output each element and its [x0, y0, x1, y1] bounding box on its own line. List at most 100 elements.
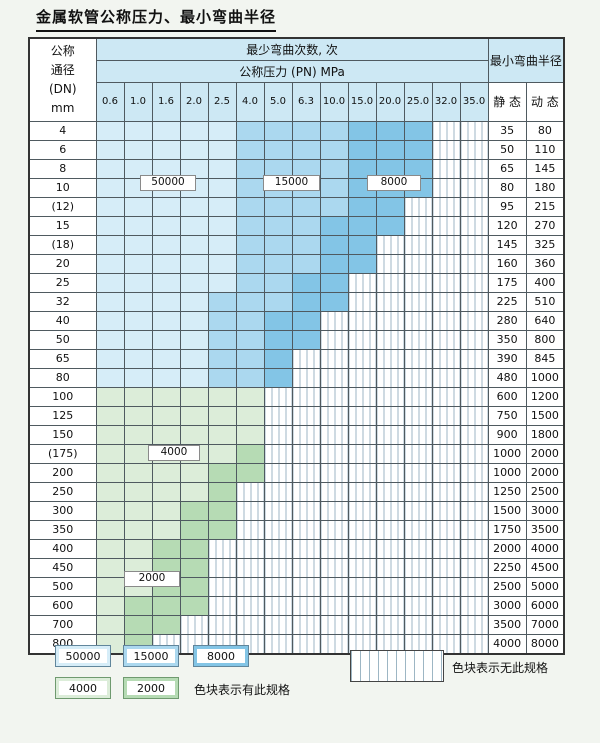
spec-cell	[95, 348, 125, 369]
dynamic-cell: 2500	[525, 481, 565, 502]
static-cell: 2500	[487, 576, 527, 597]
table-row: 32 225 510	[28, 291, 565, 312]
no-spec-cell	[347, 291, 377, 312]
dynamic-header: 动 态	[525, 81, 565, 122]
pressure-col-20.0: 20.0	[375, 81, 405, 122]
spec-cell	[95, 329, 125, 350]
spec-table-wrap: 公称 通径 (DN) mm 最少弯曲次数, 次 最小弯曲半径 公称压力 (PN)…	[28, 37, 566, 655]
cycles-label-8000: 8000	[367, 175, 421, 191]
spec-table-body: 4 35 80 6 50 110 8 65 145 10 80 180 (12) 95 215 15 120 27…	[28, 120, 565, 654]
dn-cell: 300	[28, 500, 97, 521]
legend-item-50000: 50000	[55, 645, 111, 667]
no-spec-cell	[347, 424, 377, 445]
cycles-label-15000: 15000	[263, 175, 320, 191]
dynamic-cell: 6000	[525, 595, 565, 616]
spec-cell	[95, 595, 125, 616]
pressure-col-1.6: 1.6	[151, 81, 181, 122]
spec-table-head: 公称 通径 (DN) mm 最少弯曲次数, 次 最小弯曲半径 公称压力 (PN)…	[28, 37, 565, 122]
table-row: 25 175 400	[28, 272, 565, 293]
dynamic-cell: 510	[525, 291, 565, 312]
spec-cell	[403, 158, 433, 179]
no-spec-cell	[347, 519, 377, 540]
no-spec-cell	[263, 576, 293, 597]
spec-cell	[151, 614, 181, 635]
spec-cell	[291, 310, 321, 331]
spec-cell	[95, 253, 125, 274]
no-spec-cell	[291, 595, 321, 616]
dynamic-cell: 1200	[525, 386, 565, 407]
no-spec-cell	[375, 481, 405, 502]
spec-cell	[151, 538, 181, 559]
spec-cell	[235, 405, 265, 426]
spec-cell	[95, 386, 125, 407]
no-spec-cell	[459, 234, 489, 255]
spec-cell	[123, 196, 153, 217]
dn-cell: (175)	[28, 443, 97, 464]
static-cell: 80	[487, 177, 527, 198]
no-spec-cell	[235, 538, 265, 559]
spec-cell	[207, 234, 237, 255]
table-row: 20 160 360	[28, 253, 565, 274]
no-spec-cell	[263, 405, 293, 426]
no-spec-cell	[319, 329, 349, 350]
legend-item-8000: 8000	[193, 645, 249, 667]
no-spec-cell	[431, 367, 461, 388]
no-spec-cell	[263, 443, 293, 464]
no-spec-cell	[375, 538, 405, 559]
no-spec-cell	[431, 348, 461, 369]
no-spec-cell	[431, 462, 461, 483]
spec-cell	[235, 158, 265, 179]
no-spec-cell	[375, 291, 405, 312]
spec-cell	[123, 424, 153, 445]
no-spec-cell	[403, 234, 433, 255]
static-cell: 3500	[487, 614, 527, 635]
no-spec-cell	[319, 576, 349, 597]
table-row: 150 900 1800	[28, 424, 565, 445]
spec-cell	[403, 120, 433, 141]
spec-cell	[179, 329, 209, 350]
no-spec-cell	[375, 424, 405, 445]
no-spec-cell	[291, 405, 321, 426]
no-spec-cell	[459, 215, 489, 236]
spec-cell	[347, 253, 377, 274]
static-cell: 2250	[487, 557, 527, 578]
legend-label-50000: 50000	[59, 649, 107, 663]
no-spec-cell	[431, 272, 461, 293]
dynamic-cell: 4000	[525, 538, 565, 559]
no-spec-cell	[459, 310, 489, 331]
radius-header: 最小弯曲半径	[487, 37, 565, 83]
spec-cell	[123, 253, 153, 274]
no-spec-cell	[431, 633, 461, 654]
spec-cell	[95, 519, 125, 540]
spec-cell	[319, 196, 349, 217]
spec-cell	[123, 272, 153, 293]
spec-cell	[207, 291, 237, 312]
spec-cell	[151, 120, 181, 141]
dn-cell: 150	[28, 424, 97, 445]
pressure-col-1.0: 1.0	[123, 81, 153, 122]
no-spec-cell	[207, 576, 237, 597]
table-row: (18) 145 325	[28, 234, 565, 255]
no-spec-cell	[347, 557, 377, 578]
spec-cell	[179, 557, 209, 578]
spec-cell	[123, 329, 153, 350]
spec-cell	[319, 139, 349, 160]
no-spec-cell	[347, 348, 377, 369]
static-cell: 225	[487, 291, 527, 312]
no-spec-cell	[403, 367, 433, 388]
no-spec-cell	[291, 348, 321, 369]
spec-cell	[235, 443, 265, 464]
no-spec-cell	[403, 291, 433, 312]
spec-cell	[207, 215, 237, 236]
dn-cell: 50	[28, 329, 97, 350]
no-spec-cell	[347, 386, 377, 407]
no-spec-cell	[263, 386, 293, 407]
no-spec-cell	[431, 291, 461, 312]
legend-no-spec-swatch	[350, 650, 444, 682]
spec-cell	[123, 595, 153, 616]
spec-cell	[151, 234, 181, 255]
header-row-1: 公称 通径 (DN) mm 最少弯曲次数, 次 最小弯曲半径	[28, 37, 565, 122]
cycles-label-2000: 2000	[124, 571, 180, 587]
no-spec-cell	[375, 310, 405, 331]
dynamic-cell: 2000	[525, 462, 565, 483]
